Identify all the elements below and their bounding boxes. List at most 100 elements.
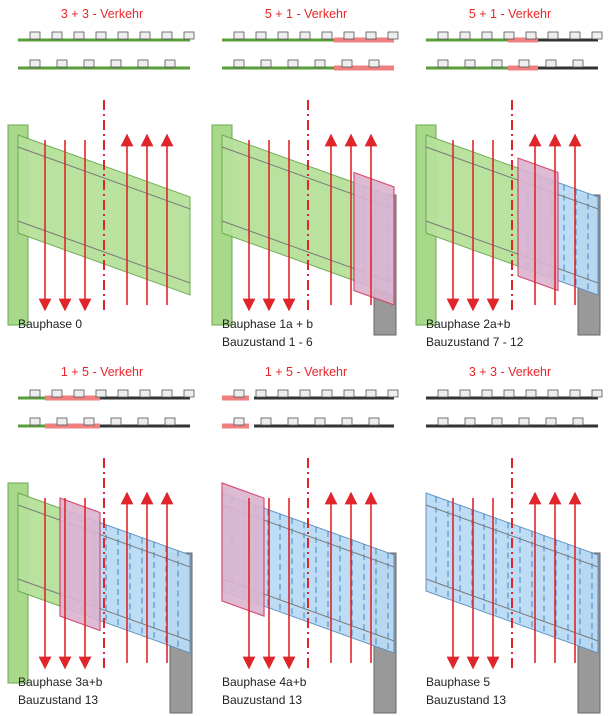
vehicle (234, 32, 244, 39)
vehicle (460, 32, 470, 39)
vehicle (369, 60, 379, 67)
traffic-title: 1 + 5 - Verkehr (61, 365, 143, 379)
vehicle (96, 390, 106, 397)
vehicle (30, 60, 40, 67)
phase-label: Bauzustand 1 - 6 (222, 335, 313, 349)
vehicle (261, 60, 271, 67)
vehicle (52, 390, 62, 397)
vehicle (278, 32, 288, 39)
vehicle (234, 60, 244, 67)
traffic-title: 1 + 5 - Verkehr (265, 365, 347, 379)
vehicle (288, 60, 298, 67)
vehicle (165, 60, 175, 67)
vehicle (482, 390, 492, 397)
vehicle (96, 32, 106, 39)
vehicle (519, 60, 529, 67)
vehicle (492, 418, 502, 425)
deck (18, 493, 60, 606)
vehicle (592, 390, 602, 397)
traffic-title: 3 + 3 - Verkehr (469, 365, 551, 379)
vehicle (184, 390, 194, 397)
vehicle (322, 32, 332, 39)
vehicle (344, 390, 354, 397)
deck (222, 135, 354, 281)
vehicle (438, 390, 448, 397)
new-section (354, 173, 394, 305)
vehicle (573, 418, 583, 425)
vehicle (138, 60, 148, 67)
vehicle (57, 418, 67, 425)
vehicle (546, 418, 556, 425)
vehicle (465, 418, 475, 425)
traffic-title: 5 + 1 - Verkehr (265, 7, 347, 21)
vehicle (570, 390, 580, 397)
vehicle (300, 32, 310, 39)
vehicle (519, 418, 529, 425)
vehicle (526, 32, 536, 39)
vehicle (438, 60, 448, 67)
vehicle (592, 32, 602, 39)
vehicle (140, 390, 150, 397)
traffic-title: 3 + 3 - Verkehr (61, 7, 143, 21)
vehicle (261, 418, 271, 425)
vehicle (300, 390, 310, 397)
vehicle (278, 390, 288, 397)
vehicle (573, 60, 583, 67)
vehicle (52, 32, 62, 39)
vehicle (504, 390, 514, 397)
vehicle (84, 60, 94, 67)
vehicle (438, 418, 448, 425)
diagram: 3 + 3 - VerkehrBauphase 05 + 1 - Verkehr… (0, 0, 612, 716)
phase-label: Bauphase 4a+b (222, 675, 307, 689)
vehicle (388, 390, 398, 397)
vehicle (526, 390, 536, 397)
vehicle (546, 60, 556, 67)
vehicle (234, 390, 244, 397)
vehicle (342, 418, 352, 425)
vehicle (322, 390, 332, 397)
panel: 1 + 5 - Verkehr Bauphase 4a+b Bauzustand 1… (222, 365, 398, 713)
vehicle (369, 418, 379, 425)
phase-label: Bauphase 5 (426, 675, 490, 689)
vehicle (118, 32, 128, 39)
vehicle (366, 390, 376, 397)
vehicle (366, 32, 376, 39)
vehicle (344, 32, 354, 39)
vehicle (234, 418, 244, 425)
vehicle (315, 60, 325, 67)
vehicle (288, 418, 298, 425)
traffic-title: 5 + 1 - Verkehr (469, 7, 551, 21)
vehicle (57, 60, 67, 67)
phase-label: Bauphase 2a+b (426, 317, 511, 331)
vehicle (30, 418, 40, 425)
vehicle (111, 60, 121, 67)
vehicle (184, 32, 194, 39)
vehicle (111, 418, 121, 425)
vehicle (315, 418, 325, 425)
vehicle (165, 418, 175, 425)
vehicle (162, 32, 172, 39)
vehicle (140, 32, 150, 39)
phase-label: Bauzustand 13 (222, 693, 302, 707)
vehicle (460, 390, 470, 397)
phase-label: Bauzustand 13 (426, 693, 506, 707)
vehicle (30, 390, 40, 397)
vehicle (492, 60, 502, 67)
vehicle (256, 32, 266, 39)
panel: 3 + 3 - Verkehr Bauphase 5 Bauzustand 13 (426, 365, 602, 713)
new-section (518, 158, 558, 290)
vehicle (74, 32, 84, 39)
vehicle (504, 32, 514, 39)
vehicle (162, 390, 172, 397)
vehicle (438, 32, 448, 39)
vehicle (570, 32, 580, 39)
vehicle (256, 390, 266, 397)
deck (426, 135, 518, 266)
vehicle (465, 60, 475, 67)
phase-label: Bauzustand 13 (18, 693, 98, 707)
vehicle (74, 390, 84, 397)
vehicle (548, 32, 558, 39)
